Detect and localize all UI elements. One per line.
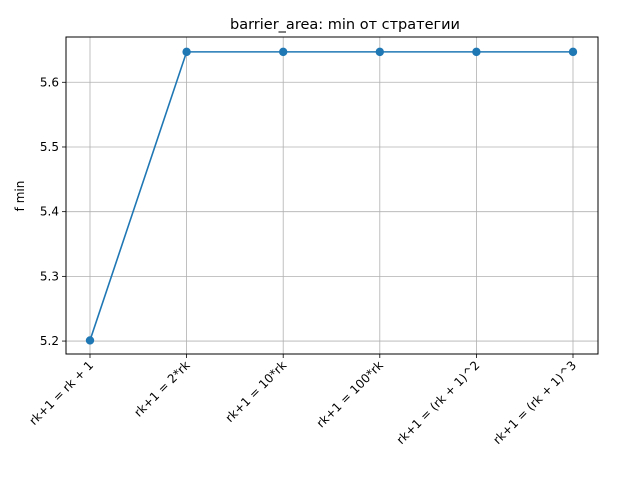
data-point bbox=[85, 336, 95, 345]
grid bbox=[66, 37, 598, 354]
y-tick-label: 5.2 bbox=[40, 334, 59, 348]
y-tick-label: 5.4 bbox=[40, 205, 59, 219]
data-points bbox=[85, 47, 578, 345]
y-tick-label: 5.6 bbox=[40, 75, 59, 89]
x-tick-label: rk+1 = 2*rk bbox=[131, 358, 192, 419]
y-tick-label: 5.5 bbox=[40, 140, 59, 154]
x-tick-label: rk+1 = (rk + 1)^3 bbox=[490, 358, 579, 447]
x-tick-label: rk+1 = rk + 1 bbox=[26, 358, 96, 428]
x-tick-label: rk+1 = 100*rk bbox=[314, 358, 386, 430]
data-point bbox=[472, 47, 481, 57]
data-point bbox=[279, 47, 288, 57]
data-point bbox=[375, 47, 384, 57]
data-point bbox=[568, 47, 578, 57]
chart-title: barrier_area: min от стратегии bbox=[230, 17, 460, 33]
plot-area bbox=[65, 36, 599, 355]
y-tick-label: 5.3 bbox=[40, 269, 59, 283]
y-axis-label: f min bbox=[13, 181, 27, 212]
x-axis: rk+1 = rk + 1 rk+1 = 2*rk rk+1 = 10*rk rk+1… bbox=[26, 354, 579, 447]
x-tick-label: rk+1 = 10*rk bbox=[223, 358, 290, 425]
y-axis: 5.2 5.3 5.4 5.5 5.6 bbox=[40, 75, 66, 348]
series-line-group bbox=[89, 51, 573, 341]
series-line bbox=[89, 51, 573, 341]
data-point bbox=[182, 47, 191, 57]
x-tick-label: rk+1 = (rk + 1)^2 bbox=[394, 358, 483, 447]
